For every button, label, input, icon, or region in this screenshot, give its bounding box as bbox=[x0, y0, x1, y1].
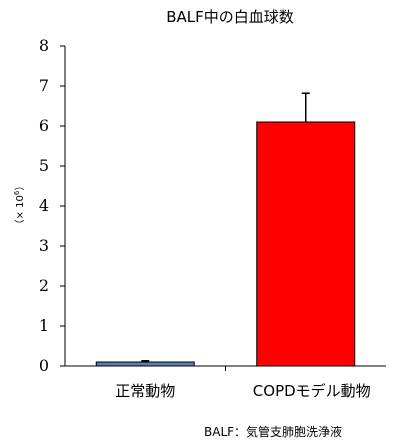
x-category-label: COPDモデル動物 bbox=[253, 382, 371, 400]
y-axis-label: （× 106） bbox=[13, 181, 26, 230]
bars bbox=[95, 92, 356, 367]
y-tick-label: 8 bbox=[39, 36, 49, 55]
y-tick-label: 4 bbox=[39, 196, 49, 215]
bar bbox=[256, 121, 356, 367]
y-tick-label: 1 bbox=[39, 316, 49, 335]
y-tick-label: 5 bbox=[39, 156, 49, 175]
bar bbox=[95, 361, 195, 367]
y-tick-label: 6 bbox=[39, 116, 49, 135]
y-axis-label-exponent: 6 bbox=[13, 190, 21, 195]
y-tick-label: 3 bbox=[39, 236, 49, 255]
footnote: BALF：気管支肺胞洗浄液 bbox=[204, 424, 342, 439]
x-axis-categories: 正常動物 COPDモデル動物 bbox=[115, 382, 370, 400]
y-axis: 0 1 2 3 4 5 6 7 8 bbox=[39, 36, 226, 375]
y-axis-label-prefix: （× 10 bbox=[14, 195, 26, 229]
y-tick-label: 7 bbox=[39, 76, 49, 95]
chart-title: BALF中の白血球数 bbox=[166, 8, 294, 26]
y-axis-label-suffix: ） bbox=[14, 181, 26, 191]
x-category-label: 正常動物 bbox=[115, 382, 175, 400]
y-tick-label: 2 bbox=[39, 276, 49, 295]
y-tick-label: 0 bbox=[39, 356, 49, 375]
